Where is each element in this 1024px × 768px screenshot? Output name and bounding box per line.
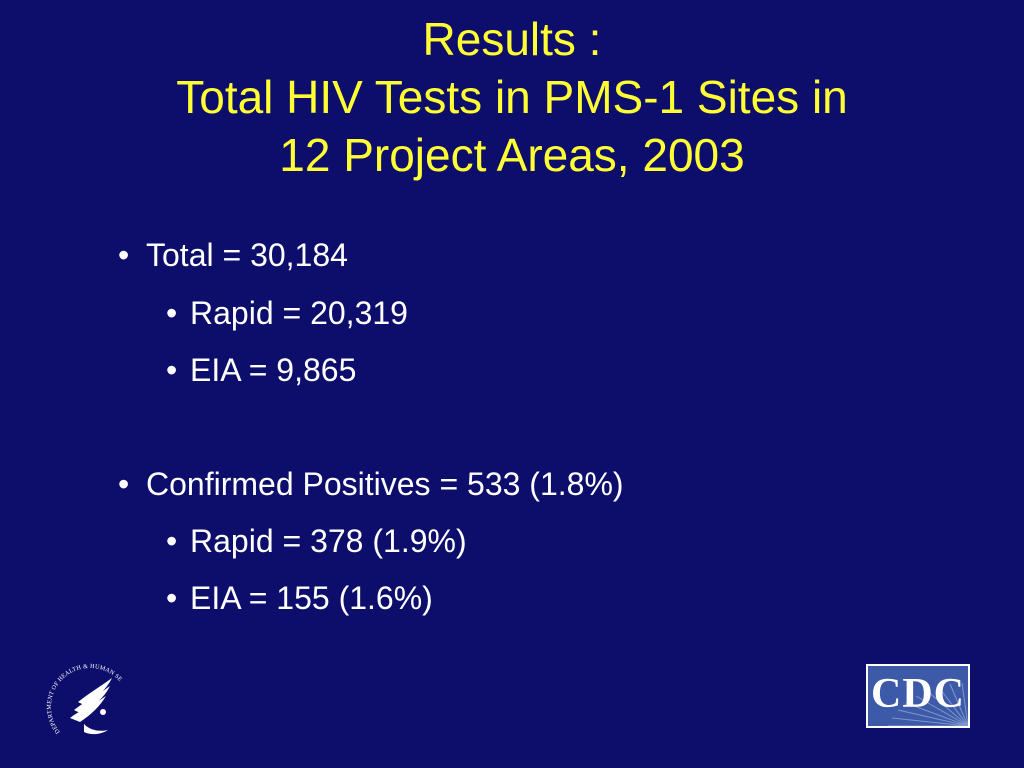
cdc-rays-icon (888, 682, 968, 726)
hhs-seal-text: DEPARTMENT OF HEALTH & HUMAN SERVICES · … (38, 655, 124, 735)
title-line-1: Results : (422, 13, 602, 65)
title-line-2: Total HIV Tests in PMS-1 Sites in (176, 71, 848, 123)
bullet-confirmed-positives: • Confirmed Positives = 533 (1.8%) (118, 464, 624, 504)
slide-title: Results : Total HIV Tests in PMS-1 Sites… (0, 10, 1024, 184)
cdc-logo-field: CDC (868, 666, 968, 726)
hhs-seal-logo: DEPARTMENT OF HEALTH & HUMAN SERVICES · … (38, 655, 130, 742)
hhs-eagle-icon: DEPARTMENT OF HEALTH & HUMAN SERVICES · … (38, 655, 124, 735)
bullet-text: EIA = 9,865 (190, 352, 357, 388)
bullet-marker: • (166, 580, 178, 616)
bullet-rapid-total: • Rapid = 20,319 (166, 293, 408, 333)
bullet-text: Rapid = 378 (1.9%) (190, 523, 467, 559)
bullet-marker: • (118, 466, 130, 502)
bullet-text: Confirmed Positives = 533 (1.8%) (146, 466, 624, 502)
cdc-logo-text: CDC (871, 671, 965, 717)
title-line-3: 12 Project Areas, 2003 (279, 129, 745, 181)
bullet-eia-total: • EIA = 9,865 (166, 350, 356, 390)
bullet-marker: • (118, 237, 130, 273)
bullet-text: Total = 30,184 (146, 237, 348, 273)
cdc-logo: CDC (866, 664, 970, 728)
bullet-text: Rapid = 20,319 (190, 295, 408, 331)
bullet-marker: • (166, 352, 178, 388)
bullet-marker: • (166, 523, 178, 559)
bullet-total: • Total = 30,184 (118, 235, 348, 275)
svg-text:DEPARTMENT OF HEALTH & HUMAN S: DEPARTMENT OF HEALTH & HUMAN SERVICES · … (40, 660, 123, 735)
bullet-rapid-positives: • Rapid = 378 (1.9%) (166, 521, 467, 561)
bullet-text: EIA = 155 (1.6%) (190, 580, 433, 616)
bullet-marker: • (166, 295, 178, 331)
bullet-eia-positives: • EIA = 155 (1.6%) (166, 578, 433, 618)
